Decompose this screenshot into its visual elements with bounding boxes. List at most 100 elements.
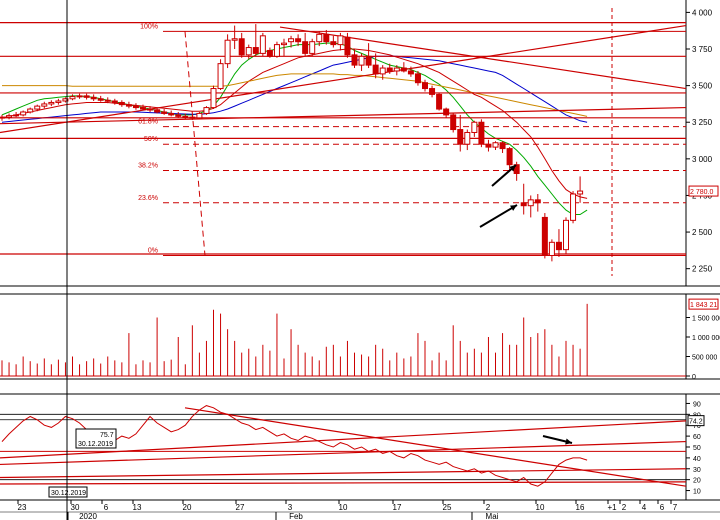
candle-body[interactable]	[266, 49, 273, 57]
candle-body[interactable]	[450, 114, 457, 131]
fib-level-label: 38.2%	[138, 163, 158, 170]
indicator-value-label: 74.2	[689, 419, 703, 426]
candle-body[interactable]	[429, 88, 436, 95]
candle-body[interactable]	[245, 47, 252, 56]
candle-body[interactable]	[393, 67, 400, 72]
candle-body[interactable]	[478, 121, 485, 145]
candle-body[interactable]	[104, 99, 111, 102]
candle-body[interactable]	[6, 115, 13, 118]
candle-body[interactable]	[372, 64, 379, 75]
candle-body[interactable]	[224, 39, 231, 65]
cursor-date-label: 30.12.2019	[51, 490, 86, 497]
fib-level-label: 23.6%	[138, 195, 158, 202]
candle-body[interactable]	[27, 108, 34, 113]
candle-body[interactable]	[175, 114, 182, 117]
candle-body[interactable]	[20, 111, 27, 116]
candle-body[interactable]	[48, 101, 55, 105]
candle-body[interactable]	[111, 100, 118, 103]
candle-body[interactable]	[379, 67, 386, 75]
candle-body[interactable]	[323, 33, 330, 43]
candle-body[interactable]	[436, 93, 443, 110]
candle-body[interactable]	[147, 108, 154, 111]
indicator-y-tick-label: 70	[693, 423, 701, 430]
candle-body[interactable]	[344, 36, 351, 56]
candle-body[interactable]	[97, 98, 104, 101]
candle-body[interactable]	[386, 67, 393, 72]
candle-body[interactable]	[140, 107, 146, 110]
candle-body[interactable]	[41, 103, 48, 107]
candle-body[interactable]	[309, 41, 316, 54]
candle-body[interactable]	[55, 100, 62, 103]
arrow-lower-head	[510, 205, 517, 211]
candle-body[interactable]	[196, 112, 203, 119]
candle-body[interactable]	[0, 116, 5, 119]
candle-body[interactable]	[118, 101, 125, 106]
candle-body[interactable]	[471, 121, 478, 133]
candle-body[interactable]	[83, 95, 90, 98]
candle-body[interactable]	[288, 38, 295, 43]
candle-body[interactable]	[161, 111, 168, 114]
candle-body[interactable]	[281, 42, 287, 46]
arrow-upper-head	[509, 165, 516, 172]
candle-body[interactable]	[443, 108, 450, 116]
candle-body[interactable]	[168, 112, 175, 116]
candle-body[interactable]	[520, 202, 527, 207]
candle-body[interactable]	[189, 116, 196, 119]
candle-body[interactable]	[182, 115, 189, 118]
candle-body[interactable]	[337, 35, 344, 46]
candle-body[interactable]	[69, 96, 76, 100]
candle-body[interactable]	[555, 241, 562, 251]
candle-body[interactable]	[154, 109, 161, 113]
moving-average-line-2	[1, 48, 588, 199]
candle-body[interactable]	[527, 199, 534, 207]
volume-panel[interactable]	[0, 294, 720, 379]
candle-body[interactable]	[210, 88, 217, 109]
candle-body[interactable]	[295, 38, 302, 43]
candle-body[interactable]	[34, 105, 41, 110]
candle-body[interactable]	[485, 143, 492, 148]
candle-body[interactable]	[499, 142, 506, 150]
candle-body[interactable]	[231, 38, 238, 41]
candle-body[interactable]	[577, 190, 584, 195]
candle-body[interactable]	[217, 63, 224, 90]
candle-body[interactable]	[457, 129, 464, 145]
cursor-readout-date: 30.12.2019	[78, 441, 113, 448]
x-tick-label: 3	[288, 503, 293, 512]
candle-body[interactable]	[400, 67, 407, 72]
candle-body[interactable]	[464, 131, 471, 145]
candle-body[interactable]	[548, 241, 555, 256]
x-tick-label: 7	[673, 503, 678, 512]
candle-body[interactable]	[570, 193, 577, 221]
candle-body[interactable]	[330, 41, 337, 46]
candle-body[interactable]	[203, 107, 210, 114]
candle-body[interactable]	[541, 216, 548, 256]
candle-body[interactable]	[534, 199, 541, 204]
candle-body[interactable]	[302, 41, 309, 54]
candle-body[interactable]	[351, 54, 358, 66]
candle-body[interactable]	[365, 55, 372, 66]
candle-body[interactable]	[90, 96, 97, 100]
candle-body[interactable]	[259, 35, 266, 54]
month-label: Feb	[289, 512, 303, 520]
candle-body[interactable]	[252, 47, 259, 54]
candle-body[interactable]	[273, 44, 280, 57]
candle-body[interactable]	[358, 55, 365, 66]
candle-body[interactable]	[132, 105, 139, 109]
candle-body[interactable]	[414, 73, 421, 84]
candle-body[interactable]	[238, 38, 245, 56]
x-tick-label: +1	[607, 503, 617, 512]
candle-body[interactable]	[492, 142, 499, 148]
candle-body[interactable]	[76, 95, 83, 98]
candle-body[interactable]	[316, 33, 323, 43]
candle-body[interactable]	[506, 148, 513, 166]
candle-body[interactable]	[407, 70, 414, 75]
x-tick-label: 25	[443, 503, 452, 512]
candle-body[interactable]	[125, 104, 132, 107]
x-tick-label: 2	[622, 503, 627, 512]
price-panel[interactable]	[0, 0, 720, 286]
candle-body[interactable]	[563, 219, 569, 251]
candle-body[interactable]	[13, 114, 20, 117]
candle-body[interactable]	[62, 98, 69, 102]
candle-body[interactable]	[422, 82, 428, 90]
